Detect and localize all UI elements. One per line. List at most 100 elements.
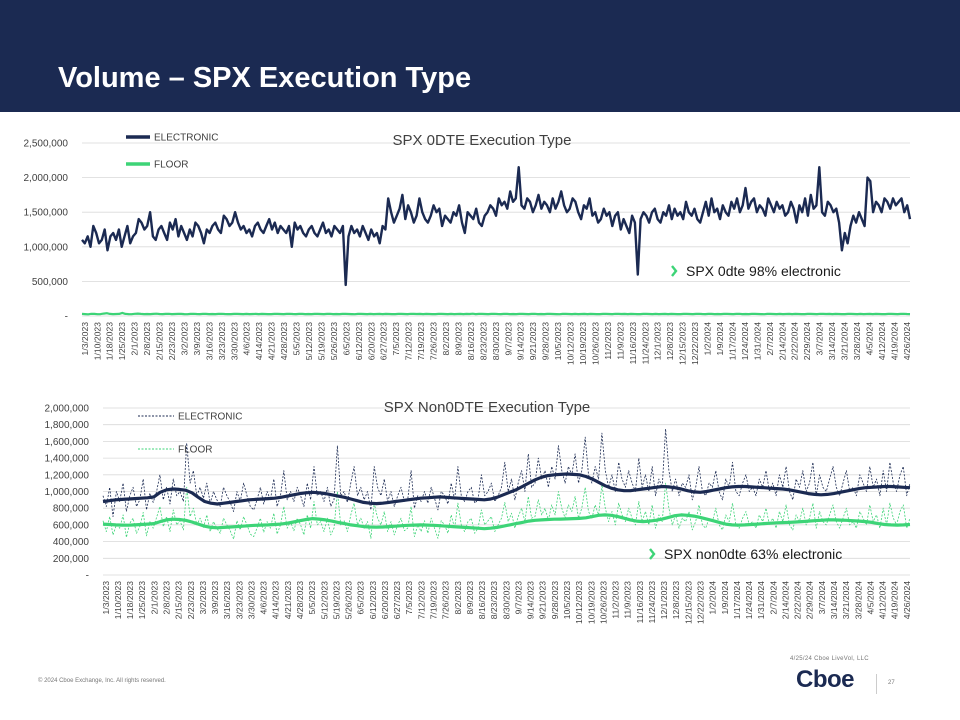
x-tick-label: 4/28/2023: [295, 581, 305, 619]
x-tick-label: 8/30/2023: [491, 322, 501, 360]
x-tick-label: 4/21/2023: [283, 581, 293, 619]
x-tick-label: 7/5/2023: [391, 322, 401, 356]
x-tick-label: 2/8/2023: [161, 581, 171, 615]
moving-average-line: [102, 513, 911, 531]
x-tick-label: 11/9/2023: [615, 322, 625, 360]
x-tick-label: 1/10/2023: [92, 322, 102, 360]
x-tick-label: 4/5/2024: [865, 581, 875, 615]
x-tick-label: 6/20/2023: [366, 322, 376, 360]
y-tick-label: 800,000: [53, 504, 90, 515]
x-tick-label: 9/28/2023: [550, 581, 560, 619]
x-tick-label: 2/1/2023: [130, 322, 140, 356]
x-tick-label: 2/7/2024: [768, 581, 778, 615]
x-tick-label: 8/30/2023: [501, 581, 511, 619]
x-tick-label: 2/7/2024: [765, 322, 775, 356]
x-tick-label: 3/30/2023: [246, 581, 256, 619]
x-tick-label: 3/9/2023: [192, 322, 202, 356]
x-tick-label: 10/19/2023: [586, 581, 596, 624]
x-tick-label: 3/2/2023: [198, 581, 208, 615]
y-tick-label: 1,000,000: [45, 487, 90, 498]
logo-divider: [876, 674, 877, 694]
x-tick-label: 2/15/2023: [154, 322, 164, 360]
y-tick-label: 400,000: [53, 537, 90, 548]
y-tick-label: 600,000: [53, 520, 90, 531]
x-tick-label: 4/26/2024: [902, 581, 912, 619]
x-tick-label: 6/12/2023: [354, 322, 364, 360]
x-tick-label: 8/16/2023: [477, 581, 487, 619]
x-tick-label: 1/24/2024: [740, 322, 750, 360]
x-tick-label: 2/8/2023: [142, 322, 152, 356]
x-tick-label: 11/24/2023: [640, 322, 650, 365]
legend-label-electronic: ELECTRONIC: [178, 412, 242, 423]
x-tick-label: 3/14/2024: [827, 322, 837, 360]
x-tick-label: 7/12/2023: [404, 322, 414, 360]
x-tick-label: 10/19/2023: [578, 322, 588, 365]
x-tick-label: 5/5/2023: [307, 581, 317, 615]
x-tick-label: 1/31/2024: [752, 322, 762, 360]
x-tick-label: 3/23/2023: [234, 581, 244, 619]
x-tick-label: 12/22/2023: [695, 581, 705, 624]
x-tick-label: 3/7/2024: [815, 322, 825, 356]
x-tick-label: 2/15/2023: [174, 581, 184, 619]
x-tick-label: 2/29/2024: [805, 581, 815, 619]
chart-title: SPX Non0DTE Execution Type: [384, 399, 591, 416]
x-tick-label: 3/23/2023: [217, 322, 227, 360]
y-tick-label: 1,200,000: [45, 470, 90, 481]
x-tick-label: 12/22/2023: [690, 322, 700, 365]
x-tick-label: 5/5/2023: [291, 322, 301, 356]
floor-line: [102, 482, 911, 540]
x-tick-label: 11/24/2023: [647, 581, 657, 624]
electronic-line: [81, 166, 912, 287]
x-tick-label: 2/14/2024: [780, 581, 790, 619]
x-tick-label: 3/21/2024: [841, 581, 851, 619]
x-tick-label: 6/12/2023: [368, 581, 378, 619]
x-tick-label: 8/2/2023: [453, 581, 463, 615]
legend-label-electronic: ELECTRONIC: [154, 133, 218, 144]
x-tick-label: 11/9/2023: [623, 581, 633, 619]
x-tick-label: 8/2/2023: [441, 322, 451, 356]
x-tick-label: 12/8/2023: [671, 581, 681, 619]
x-tick-label: 9/21/2023: [538, 581, 548, 619]
x-tick-label: 1/3/2023: [80, 322, 90, 356]
spx-non0dte-chart: - 200,000 400,000 600,000 800,000 1,000,000 1,…: [45, 399, 912, 624]
x-tick-label: 3/16/2023: [204, 322, 214, 360]
x-tick-label: 10/26/2023: [590, 322, 600, 365]
y-tick-label: -: [65, 312, 68, 323]
x-tick-label: 6/27/2023: [392, 581, 402, 619]
y-tick-label: 2,500,000: [24, 139, 69, 150]
moving-average-line: [102, 472, 911, 506]
x-tick-label: 10/12/2023: [565, 322, 575, 365]
x-tick-label: 1/18/2023: [125, 581, 135, 619]
x-tick-label: 5/19/2023: [316, 322, 326, 360]
source-name: Cboe LiveVol, LLC: [814, 656, 869, 662]
x-tick-label: 12/15/2023: [683, 581, 693, 624]
x-tick-label: 4/19/2024: [889, 322, 899, 360]
y-tick-label: 1,800,000: [45, 420, 90, 431]
x-tick-label: 1/25/2023: [117, 322, 127, 360]
x-tick-label: 3/21/2024: [839, 322, 849, 360]
cboe-logo: Cboe: [796, 666, 855, 693]
x-tick-label: 1/17/2024: [732, 581, 742, 619]
x-tick-label: 12/1/2023: [653, 322, 663, 360]
chevron-right-icon: [649, 548, 656, 560]
x-tick-label: 5/12/2023: [319, 581, 329, 619]
x-tick-label: 7/19/2023: [428, 581, 438, 619]
x-tick-label: 11/2/2023: [610, 581, 620, 619]
x-tick-label: 3/28/2024: [852, 322, 862, 360]
y-tick-label: 1,400,000: [45, 454, 90, 465]
x-tick-label: 5/12/2023: [304, 322, 314, 360]
y-tick-label: 200,000: [53, 554, 90, 565]
x-tick-label: 11/16/2023: [628, 322, 638, 365]
x-tick-label: 12/8/2023: [665, 322, 675, 360]
x-tick-label: 8/16/2023: [466, 322, 476, 360]
x-tick-label: 12/15/2023: [678, 322, 688, 365]
x-tick-label: 8/23/2023: [489, 581, 499, 619]
x-tick-label: 4/6/2023: [259, 581, 269, 615]
x-tick-label: 1/2/2024: [708, 581, 718, 615]
x-tick-label: 3/9/2023: [210, 581, 220, 615]
title-banner: [0, 0, 960, 112]
x-tick-label: 10/12/2023: [574, 581, 584, 624]
x-tick-label: 9/14/2023: [516, 322, 526, 360]
x-tick-label: 4/12/2024: [877, 581, 887, 619]
x-tick-label: 1/17/2024: [727, 322, 737, 360]
